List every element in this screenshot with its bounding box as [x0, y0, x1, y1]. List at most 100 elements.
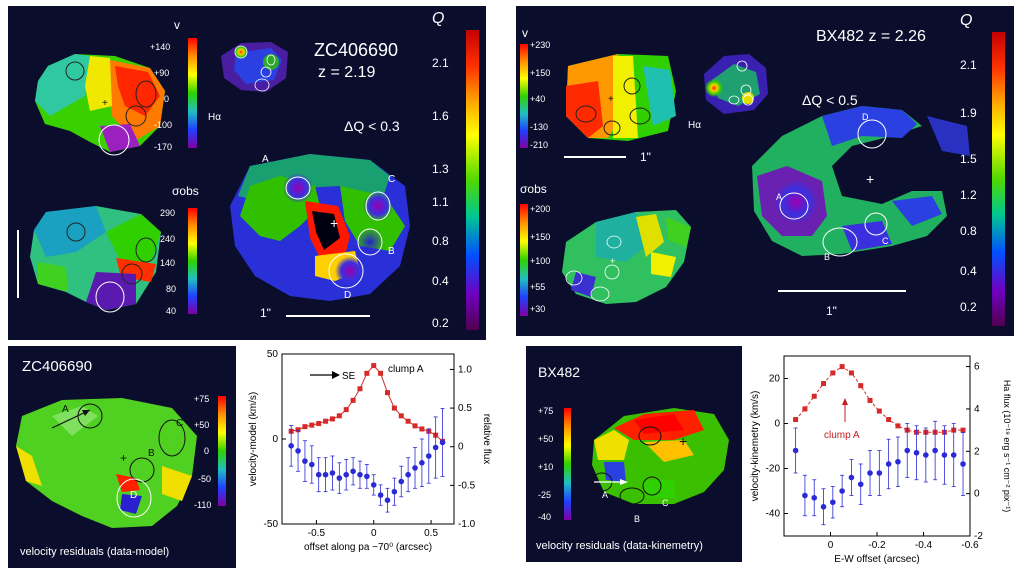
clump-label-d: D	[862, 112, 869, 122]
clump-label-b: B	[824, 252, 831, 262]
scale-bar	[778, 290, 906, 292]
delta-q-label: ΔQ < 0.3	[344, 118, 400, 134]
clump-label-a: A	[62, 404, 69, 415]
x-tick-label: 0	[828, 540, 834, 551]
flux-point	[876, 408, 882, 414]
flux-point	[793, 417, 799, 423]
y2-axis-label: relative flux	[481, 414, 492, 465]
halpha-label: Hα	[208, 112, 222, 123]
velocity-point	[830, 499, 836, 506]
panel-bx482-maps: v +230 +150 +40 -130 -210 + 1" Hα BX482 …	[516, 6, 1014, 336]
v-tick-2: +90	[154, 68, 170, 78]
y-tick-label: 0	[272, 434, 278, 445]
q-colorbar	[466, 30, 479, 330]
velocity-point	[370, 482, 377, 488]
velocity-colorbar	[520, 44, 528, 148]
y2-tick-label: 4	[974, 404, 980, 415]
flux-point	[329, 416, 335, 422]
flux-point	[350, 397, 356, 403]
q-colorbar	[992, 32, 1005, 326]
velocity-point	[885, 461, 892, 467]
residual-title: BX482	[538, 364, 581, 380]
flux-point	[384, 390, 390, 396]
sigma-colorbar	[520, 204, 528, 316]
x-tick-label: -0.4	[915, 540, 933, 551]
flux-point	[357, 386, 363, 392]
y-axis-label: velocity-kinemetry (km/s)	[750, 391, 761, 502]
svg-text:+: +	[608, 94, 614, 105]
panel-bx482-residuals: BX482 +75 +50 +10 -25 -40 + A B C veloci…	[526, 346, 742, 562]
velocity-point	[857, 481, 864, 488]
v-tick-4: -100	[154, 120, 173, 130]
res-tick-3: +10	[538, 462, 554, 472]
velocity-point	[405, 471, 411, 478]
sigma-scale-bar	[17, 230, 19, 298]
velocity-point	[439, 439, 446, 446]
res-tick-2: +50	[538, 434, 554, 444]
scale-label-small: 1"	[640, 150, 651, 164]
scale-bar-small	[564, 156, 626, 158]
res-tick-1: +75	[194, 394, 210, 404]
q-tick-6: 0.4	[960, 264, 977, 278]
q-tick-2: 1.9	[960, 106, 977, 120]
y-axis-label: velocity-model (km/s)	[248, 392, 259, 486]
y-tick-label: 20	[769, 374, 781, 385]
sigma-tick-1: 290	[160, 208, 176, 218]
y2-tick-label: 6	[974, 362, 980, 373]
sigma-label: σobs	[520, 182, 547, 196]
y2-axis-label: Ha flux (10⁻¹⁹ erg s⁻¹ cm⁻² pix⁻¹)	[1002, 380, 1012, 512]
flux-point	[343, 407, 349, 413]
velocity-point	[895, 458, 901, 465]
clump-label-b: B	[634, 514, 641, 524]
sigma-tick-4: +55	[530, 282, 546, 292]
svg-text:+: +	[679, 433, 687, 449]
halpha-label: Hα	[688, 120, 702, 131]
flux-point	[960, 427, 966, 433]
clump-label-c: C	[662, 498, 669, 508]
sigma-tick-4: 80	[166, 284, 177, 294]
velocity-map-image: +	[35, 54, 165, 156]
velocity-point	[432, 444, 439, 451]
clump-label-a: A	[602, 490, 609, 500]
y-tick-label: -50	[264, 519, 279, 530]
clump-a-annotation: clump A	[388, 364, 424, 375]
q-tick-1: 2.1	[432, 56, 449, 70]
x-axis-label: offset along pa −70⁰ (arcsec)	[304, 542, 432, 553]
flux-point	[886, 417, 892, 423]
svg-text:+: +	[120, 451, 127, 465]
flux-point	[811, 393, 817, 399]
res-tick-3: 0	[204, 446, 210, 456]
flux-point	[821, 381, 827, 387]
velocity-point	[792, 447, 799, 454]
velocity-point	[322, 471, 329, 478]
flux-point	[323, 418, 329, 424]
residual-caption: velocity residuals (data-model)	[20, 546, 170, 558]
velocity-point	[820, 503, 827, 510]
sigma-tick-3: +100	[530, 256, 551, 266]
sigma-tick-2: +150	[530, 232, 551, 242]
flux-point	[858, 383, 864, 389]
x-tick-label: -0.5	[308, 528, 326, 539]
clump-label-c: C	[388, 174, 396, 185]
residual-colorbar	[564, 408, 571, 520]
velocity-colorbar	[188, 38, 197, 148]
velocity-point	[802, 492, 808, 499]
flux-point	[839, 364, 845, 370]
residual-title: ZC406690	[22, 358, 93, 375]
x-tick-label: -0.2	[868, 540, 886, 551]
y-tick-label: -40	[766, 509, 781, 520]
velocity-point	[839, 488, 845, 494]
flux-point	[371, 363, 377, 369]
res-tick-1: +75	[538, 406, 554, 416]
v-tick-5: -170	[154, 142, 173, 152]
clump-label-c: C	[176, 418, 184, 429]
flux-point	[316, 421, 322, 427]
velocity-point	[336, 475, 343, 481]
scale-bar	[286, 315, 370, 317]
q-tick-3: 1.3	[432, 162, 449, 176]
velocity-point	[848, 474, 855, 481]
flux-point	[867, 397, 873, 403]
sigma-colorbar	[188, 208, 197, 314]
velocity-point	[419, 460, 425, 466]
